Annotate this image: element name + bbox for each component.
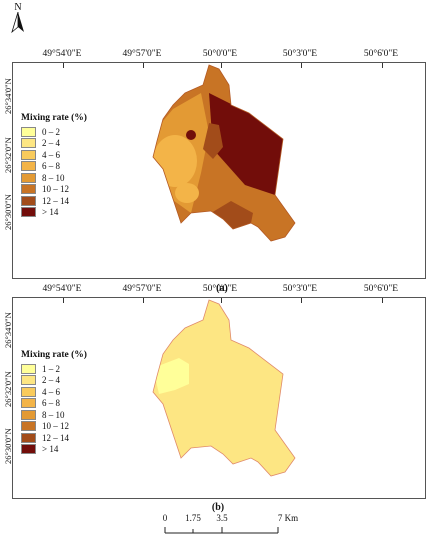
legend-label: 8 – 10 (42, 409, 65, 420)
longitude-label: 50°6'0"E (363, 284, 399, 294)
legend-swatch (21, 138, 36, 149)
legend-item: 0 – 2 (21, 126, 87, 138)
latitude-label: 26°30'0"N (3, 194, 13, 230)
scale-label: 0 (162, 513, 168, 523)
longitude-label: 50°3'0"E (282, 49, 318, 59)
legend-title: Mixing rate (%) (21, 350, 87, 360)
legend-item: 4 – 6 (21, 386, 87, 398)
legend-label: 10 – 12 (42, 184, 69, 195)
legend-swatch (21, 386, 36, 397)
tick-mark (221, 63, 222, 68)
legend-label: 0 – 2 (42, 126, 60, 137)
legend-a: Mixing rate (%) 0 – 2 2 – 4 4 – 6 6 – 8 … (21, 113, 87, 218)
legend-item: 2 – 4 (21, 138, 87, 150)
latitude-label: 26°32'0"N (3, 371, 13, 407)
legend-label: 12 – 14 (42, 195, 69, 206)
scale-label: 1.75 (185, 513, 201, 523)
longitude-label: 50°6'0"E (363, 49, 399, 59)
legend-item: 12 – 14 (21, 195, 87, 207)
legend-label: > 14 (42, 444, 59, 455)
legend-label: 8 – 10 (42, 172, 65, 183)
legend-label: 2 – 4 (42, 138, 60, 149)
legend-swatch (21, 207, 36, 218)
legend-swatch (21, 421, 36, 432)
legend-label: 4 – 6 (42, 386, 60, 397)
longitude-label: 49°54'0"E (42, 284, 82, 294)
latitude-label: 26°32'0"N (3, 137, 13, 173)
tick-mark (221, 298, 222, 303)
longitude-label: 49°54'0"E (42, 49, 82, 59)
legend-title: Mixing rate (%) (21, 113, 87, 123)
legend-label: 6 – 8 (42, 398, 60, 409)
legend-swatch (21, 398, 36, 409)
north-arrow: N (6, 2, 30, 36)
longitude-label: 50°3'0"E (282, 284, 318, 294)
tick-mark (301, 298, 302, 303)
legend-label: > 14 (42, 207, 59, 218)
scale-label: 3.5 (216, 513, 228, 523)
legend-label: 12 – 14 (42, 432, 69, 443)
latitude-label: 26°30'0"N (3, 428, 13, 464)
tick-mark (382, 298, 383, 303)
panel-caption-b: (b) (211, 502, 225, 513)
mixing-rate-map-b (152, 299, 296, 477)
longitude-label: 49°57'0"E (122, 49, 162, 59)
north-label: N (14, 2, 22, 13)
legend-label: 6 – 8 (42, 161, 60, 172)
map-panel-a: Mixing rate (%) 0 – 2 2 – 4 4 – 6 6 – 8 … (12, 62, 426, 279)
latitude-label: 26°34'0"N (3, 78, 13, 114)
tick-mark (143, 63, 144, 68)
panel-caption-a: (a) (216, 283, 228, 294)
tick-mark (143, 298, 144, 303)
legend-label: 2 – 4 (42, 375, 60, 386)
scale-bar (164, 527, 279, 534)
mixing-rate-map-a (152, 64, 296, 242)
longitude-label: 49°57'0"E (122, 284, 162, 294)
longitude-label: 50°0'0"E (202, 49, 238, 59)
legend-swatch (21, 444, 36, 455)
tick-mark (382, 63, 383, 68)
legend-item: 10 – 12 (21, 421, 87, 433)
tick-mark (301, 63, 302, 68)
legend-item: 1 – 2 (21, 363, 87, 375)
legend-swatch (21, 172, 36, 183)
longitude-label: 50°0'0"E (202, 284, 238, 294)
legend-item: 4 – 6 (21, 149, 87, 161)
legend-b: Mixing rate (%) 1 – 2 2 – 4 4 – 6 6 – 8 … (21, 350, 87, 455)
legend-item: > 14 (21, 444, 87, 456)
legend-swatch (21, 375, 36, 386)
scale-label: 7 Km (277, 513, 299, 523)
legend-swatch (21, 161, 36, 172)
legend-item: > 14 (21, 207, 87, 219)
legend-label: 4 – 6 (42, 149, 60, 160)
legend-item: 6 – 8 (21, 161, 87, 173)
legend-label: 1 – 2 (42, 363, 60, 374)
legend-swatch (21, 184, 36, 195)
legend-swatch (21, 195, 36, 206)
tick-mark (63, 298, 64, 303)
legend-item: 8 – 10 (21, 409, 87, 421)
legend-item: 6 – 8 (21, 398, 87, 410)
latitude-label: 26°34'0"N (3, 312, 13, 348)
legend-swatch (21, 432, 36, 443)
legend-swatch (21, 409, 36, 420)
tick-mark (63, 63, 64, 68)
legend-label: 10 – 12 (42, 421, 69, 432)
legend-item: 12 – 14 (21, 432, 87, 444)
legend-item: 8 – 10 (21, 172, 87, 184)
legend-item: 10 – 12 (21, 184, 87, 196)
legend-swatch (21, 363, 36, 374)
legend-swatch (21, 149, 36, 160)
legend-swatch (21, 126, 36, 137)
map-panel-b: Mixing rate (%) 1 – 2 2 – 4 4 – 6 6 – 8 … (12, 297, 426, 499)
legend-item: 2 – 4 (21, 375, 87, 387)
north-arrow-icon (11, 12, 24, 34)
